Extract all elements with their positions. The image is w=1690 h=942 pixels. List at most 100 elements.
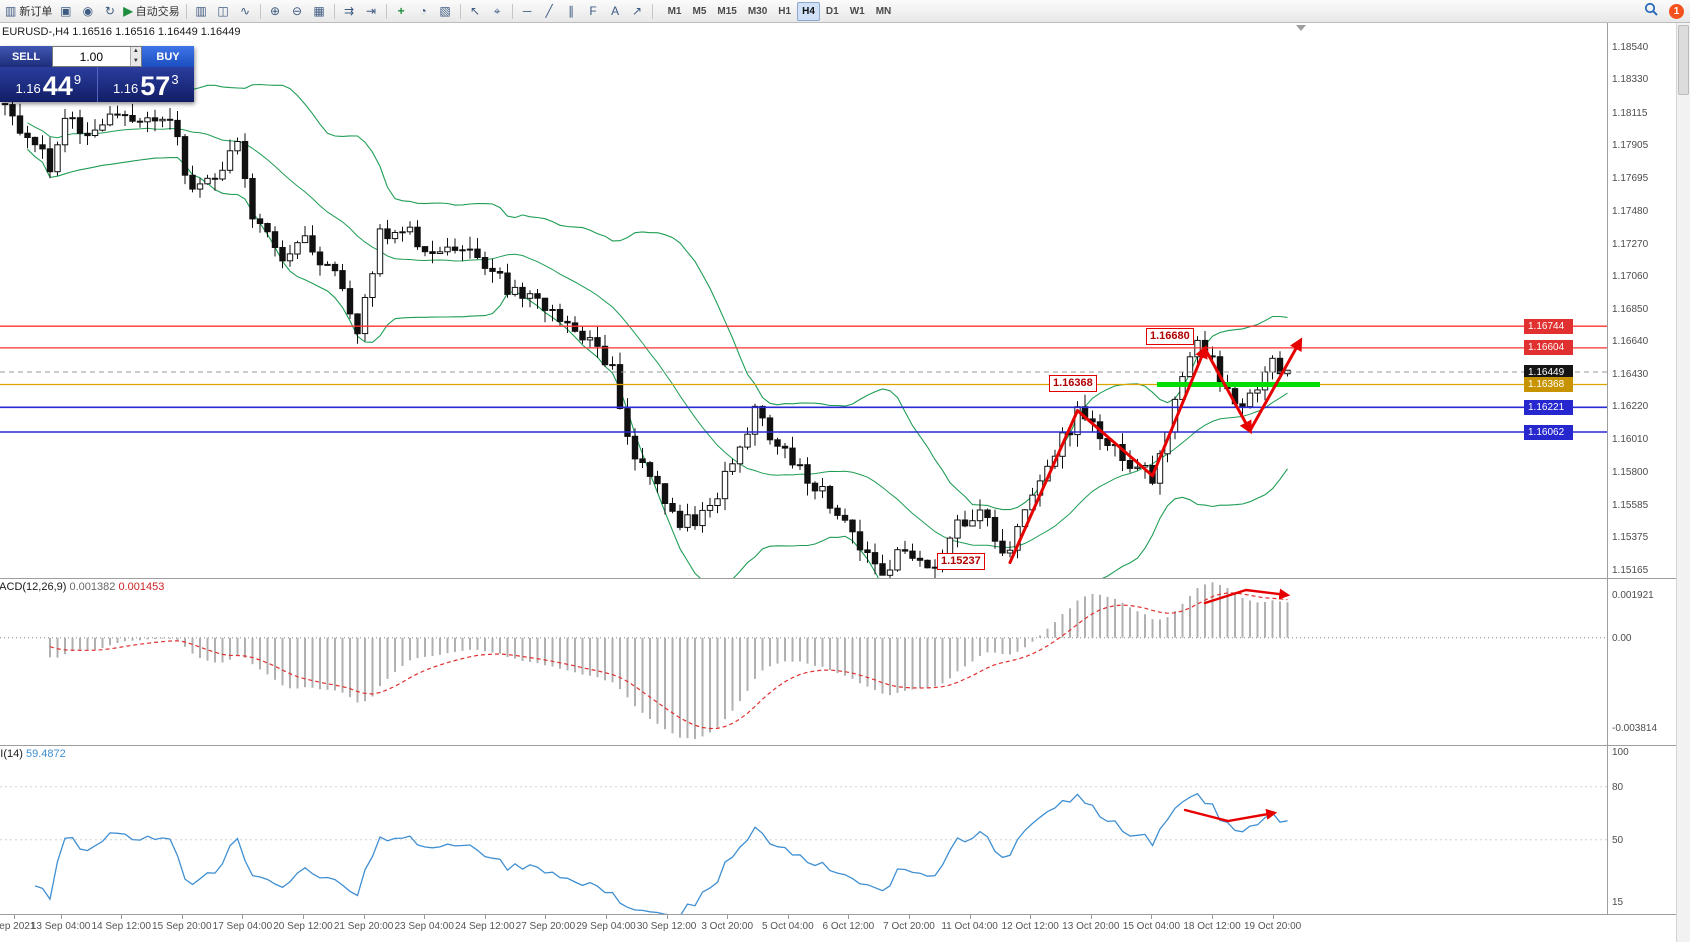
panel-separator[interactable] bbox=[0, 578, 1676, 579]
timeframe-m5-button[interactable]: M5 bbox=[692, 5, 707, 17]
volume-input[interactable] bbox=[53, 47, 130, 66]
trendline-button[interactable]: ╱ bbox=[539, 2, 560, 21]
time-axis-label: 29 Sep 04:00 bbox=[576, 921, 636, 932]
bar-chart-button[interactable]: ▥ bbox=[191, 2, 212, 21]
time-axis-tick bbox=[303, 915, 304, 919]
volume-spinner: ▲ ▼ bbox=[129, 47, 141, 66]
macd-signal-value: 0.001453 bbox=[118, 581, 165, 593]
cursor-button[interactable]: ↖ bbox=[465, 2, 486, 21]
templates-button[interactable]: ▧ bbox=[435, 2, 456, 21]
chart-shift-icon: ⇥ bbox=[366, 4, 377, 18]
candlestick-chart-button[interactable]: ◫ bbox=[213, 2, 234, 21]
time-axis-label: 3 Oct 20:00 bbox=[701, 921, 754, 932]
tile-windows-button[interactable]: ▦ bbox=[309, 2, 330, 21]
rsi-axis-label: 50 bbox=[1612, 834, 1624, 846]
equidistant-channel-button[interactable]: ∥ bbox=[561, 2, 582, 21]
vertical-scrollbar[interactable] bbox=[1676, 23, 1690, 942]
timeframe-m1-button[interactable]: M1 bbox=[667, 5, 682, 17]
sell-price-base: 1.16 bbox=[15, 81, 41, 96]
crosshair-button[interactable]: ⌖ bbox=[487, 2, 508, 21]
time-axis-tick bbox=[545, 915, 547, 919]
fibonacci-button[interactable]: F bbox=[583, 2, 604, 21]
timeframe-mn-button[interactable]: MN bbox=[875, 5, 892, 17]
price-axis-label: 1.15375 bbox=[1612, 532, 1649, 544]
buy-price-sup: 3 bbox=[171, 72, 179, 87]
time-axis-tick bbox=[969, 915, 971, 919]
price-axis-label: 1.17060 bbox=[1612, 271, 1649, 283]
search-button[interactable] bbox=[1641, 2, 1662, 21]
trend-arrow-segment[interactable] bbox=[1076, 409, 1154, 478]
price-callout-1.16368[interactable]: 1.16368 bbox=[1049, 375, 1097, 392]
toolbar-separator bbox=[185, 3, 187, 19]
time-axis-tick bbox=[666, 915, 668, 919]
price-axis-border bbox=[1607, 23, 1608, 915]
time-axis-label: 30 Sep 12:00 bbox=[636, 921, 697, 932]
toolbar-separator bbox=[385, 3, 387, 19]
toolbar-separator bbox=[511, 3, 513, 19]
scrollbar-thumb[interactable] bbox=[1678, 25, 1689, 95]
volume-down-button[interactable]: ▼ bbox=[129, 56, 141, 66]
rsi-trend-arrow[interactable] bbox=[1183, 808, 1278, 823]
notification-badge[interactable]: 1 bbox=[1669, 3, 1684, 19]
toolbar: ▥ 新订单 ▣ ◉ ↻ ▶ 自动交易 ▥ ◫ ∿ ⊕ ⊖ ▦ ⇉ ⇥ + ◔ ▧ ↖ ⌖ ─ ╱ ∥ F A ↗ M1 M5 M15 M… bbox=[0, 0, 1690, 23]
zoom-out-button[interactable]: ⊖ bbox=[287, 2, 308, 21]
price-axis-label: 1.17905 bbox=[1612, 140, 1649, 152]
periods-button[interactable]: ◔ bbox=[413, 2, 434, 21]
buy-button[interactable]: BUY bbox=[142, 46, 194, 67]
buy-price-display[interactable]: 1.16 57 3 bbox=[98, 67, 195, 102]
bollinger-bands bbox=[27, 83, 1288, 578]
macd-trend-arrow[interactable] bbox=[1203, 588, 1291, 605]
indicators-button[interactable]: + bbox=[391, 2, 412, 21]
new-order-button[interactable]: ▥ 新订单 bbox=[3, 2, 54, 21]
time-axis-tick bbox=[181, 915, 183, 919]
trend-arrow-segment[interactable] bbox=[1151, 344, 1208, 478]
chart-shift-marker[interactable] bbox=[1296, 25, 1306, 31]
timeframe-m15-button[interactable]: M15 bbox=[717, 5, 737, 17]
price-axis-label: 1.17695 bbox=[1612, 172, 1649, 184]
fibonacci-icon: F bbox=[589, 4, 597, 18]
price-callout-1.16680[interactable]: 1.16680 bbox=[1146, 328, 1194, 345]
rsi-axis-label: 15 bbox=[1612, 896, 1624, 908]
zoom-out-icon: ⊖ bbox=[292, 4, 303, 18]
zoom-in-button[interactable]: ⊕ bbox=[265, 2, 286, 21]
data-refresh-button[interactable]: ↻ bbox=[99, 2, 120, 21]
auto-trading-button[interactable]: ▶ 自动交易 bbox=[121, 2, 181, 21]
horizontal-line-button[interactable]: ─ bbox=[517, 2, 538, 21]
auto-scroll-button[interactable]: ⇉ bbox=[339, 2, 360, 21]
time-axis-label: 11 Oct 04:00 bbox=[941, 921, 998, 932]
price-callout-1.15237[interactable]: 1.15237 bbox=[937, 553, 985, 570]
timeframe-m30-button[interactable]: M30 bbox=[747, 5, 768, 17]
arrow-objects-button[interactable]: ↗ bbox=[627, 2, 648, 21]
trend-arrow-segment[interactable] bbox=[1248, 337, 1303, 433]
time-axis-label: 14 Sep 12:00 bbox=[91, 921, 151, 932]
time-axis-tick bbox=[1090, 915, 1092, 919]
trend-arrow-segment[interactable] bbox=[1203, 347, 1252, 435]
equidistant-channel-icon: ∥ bbox=[568, 4, 575, 18]
sell-price-display[interactable]: 1.16 44 9 bbox=[0, 67, 97, 102]
panel-separator[interactable] bbox=[0, 745, 1676, 746]
chart-window-button[interactable]: ▣ bbox=[55, 2, 76, 21]
timeframe-d1-button[interactable]: D1 bbox=[825, 5, 839, 17]
time-axis-label: 5 Oct 04:00 bbox=[761, 921, 814, 932]
time-axis-label: 6 Oct 12:00 bbox=[822, 921, 875, 932]
timeframe-h4-button[interactable]: H4 bbox=[797, 1, 820, 21]
profiles-button[interactable]: ◉ bbox=[77, 2, 98, 21]
timeframe-w1-button[interactable]: W1 bbox=[849, 5, 865, 17]
price-tag-1.16449: 1.16449 bbox=[1524, 364, 1573, 380]
text-button[interactable]: A bbox=[605, 2, 626, 21]
time-axis-label: 23 Sep 04:00 bbox=[394, 921, 454, 932]
line-chart-button[interactable]: ∿ bbox=[235, 2, 256, 21]
rsi-panel-canvas[interactable] bbox=[0, 746, 1607, 914]
main-chart-canvas[interactable] bbox=[0, 23, 1607, 578]
trend-arrow-segment[interactable] bbox=[1008, 409, 1079, 564]
chart-shift-button[interactable]: ⇥ bbox=[361, 2, 382, 21]
new-order-label: 新订单 bbox=[19, 6, 53, 18]
time-axis-tick bbox=[1272, 915, 1274, 919]
sell-button[interactable]: SELL bbox=[0, 46, 52, 67]
timeframe-h1-button[interactable]: H1 bbox=[778, 5, 792, 17]
periods-icon: ◔ bbox=[419, 4, 427, 18]
macd-panel-canvas[interactable] bbox=[0, 579, 1607, 745]
macd-signal-line bbox=[49, 592, 1288, 730]
volume-up-button[interactable]: ▲ bbox=[129, 47, 141, 57]
